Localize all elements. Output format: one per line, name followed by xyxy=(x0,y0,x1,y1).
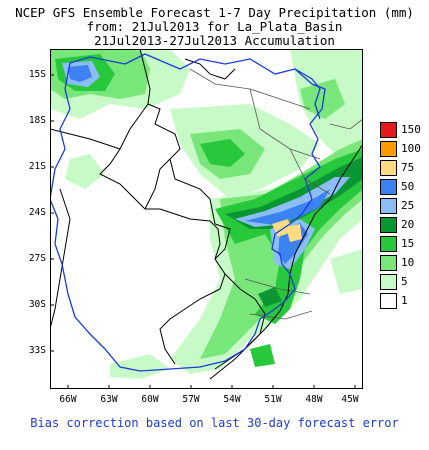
axis-ticks xyxy=(50,74,356,389)
y-label-33s: 33S xyxy=(28,345,46,356)
x-label-54w: 54W xyxy=(223,394,241,405)
x-label-48w: 48W xyxy=(305,394,323,405)
legend-label-15: 15 xyxy=(401,237,415,250)
y-label-18s: 18S xyxy=(28,115,46,126)
legend-label-10: 10 xyxy=(401,256,415,269)
legend-label-25: 25 xyxy=(401,199,415,212)
bias-correction-note: Bias correction based on last 30-day for… xyxy=(30,416,399,430)
legend-label-150: 150 xyxy=(401,123,421,136)
y-label-24s: 24S xyxy=(28,207,46,218)
legend-label-100: 100 xyxy=(401,142,421,155)
y-label-27s: 27S xyxy=(28,253,46,264)
x-label-57w: 57W xyxy=(182,394,200,405)
legend-swatch-5 xyxy=(380,274,397,290)
legend-swatch-150 xyxy=(380,122,397,138)
legend-swatch-75 xyxy=(380,160,397,176)
legend-swatch-15 xyxy=(380,236,397,252)
legend-swatch-100 xyxy=(380,141,397,157)
legend-label-1: 1 xyxy=(401,294,408,307)
legend-swatch-20 xyxy=(380,217,397,233)
x-label-66w: 66W xyxy=(59,394,77,405)
precip-shading xyxy=(50,49,363,379)
legend-swatch-50 xyxy=(380,179,397,195)
x-label-60w: 60W xyxy=(141,394,159,405)
legend-swatch-1 xyxy=(380,293,397,309)
y-label-30s: 30S xyxy=(28,299,46,310)
legend-label-75: 75 xyxy=(401,161,415,174)
map-frame xyxy=(50,49,363,389)
x-label-45w: 45W xyxy=(341,394,359,405)
title-line-2: from: 21Jul2013 for La_Plata_Basin xyxy=(86,19,343,34)
x-label-51w: 51W xyxy=(264,394,282,405)
basin-boundary xyxy=(50,53,326,372)
legend-swatch-10 xyxy=(380,255,397,271)
title-line-1: NCEP GFS Ensemble Forecast 1-7 Day Preci… xyxy=(15,5,414,20)
y-label-15s: 15S xyxy=(28,69,46,80)
legend-label-5: 5 xyxy=(401,275,408,288)
x-label-63w: 63W xyxy=(100,394,118,405)
legend-swatch-25 xyxy=(380,198,397,214)
precipitation-map xyxy=(50,49,363,389)
legend-label-20: 20 xyxy=(401,218,415,231)
title-line-3: 21Jul2013-27Jul2013 Accumulation xyxy=(94,33,335,48)
legend-label-50: 50 xyxy=(401,180,415,193)
basin-boundary-east xyxy=(294,68,321,120)
y-label-21s: 21S xyxy=(28,161,46,172)
